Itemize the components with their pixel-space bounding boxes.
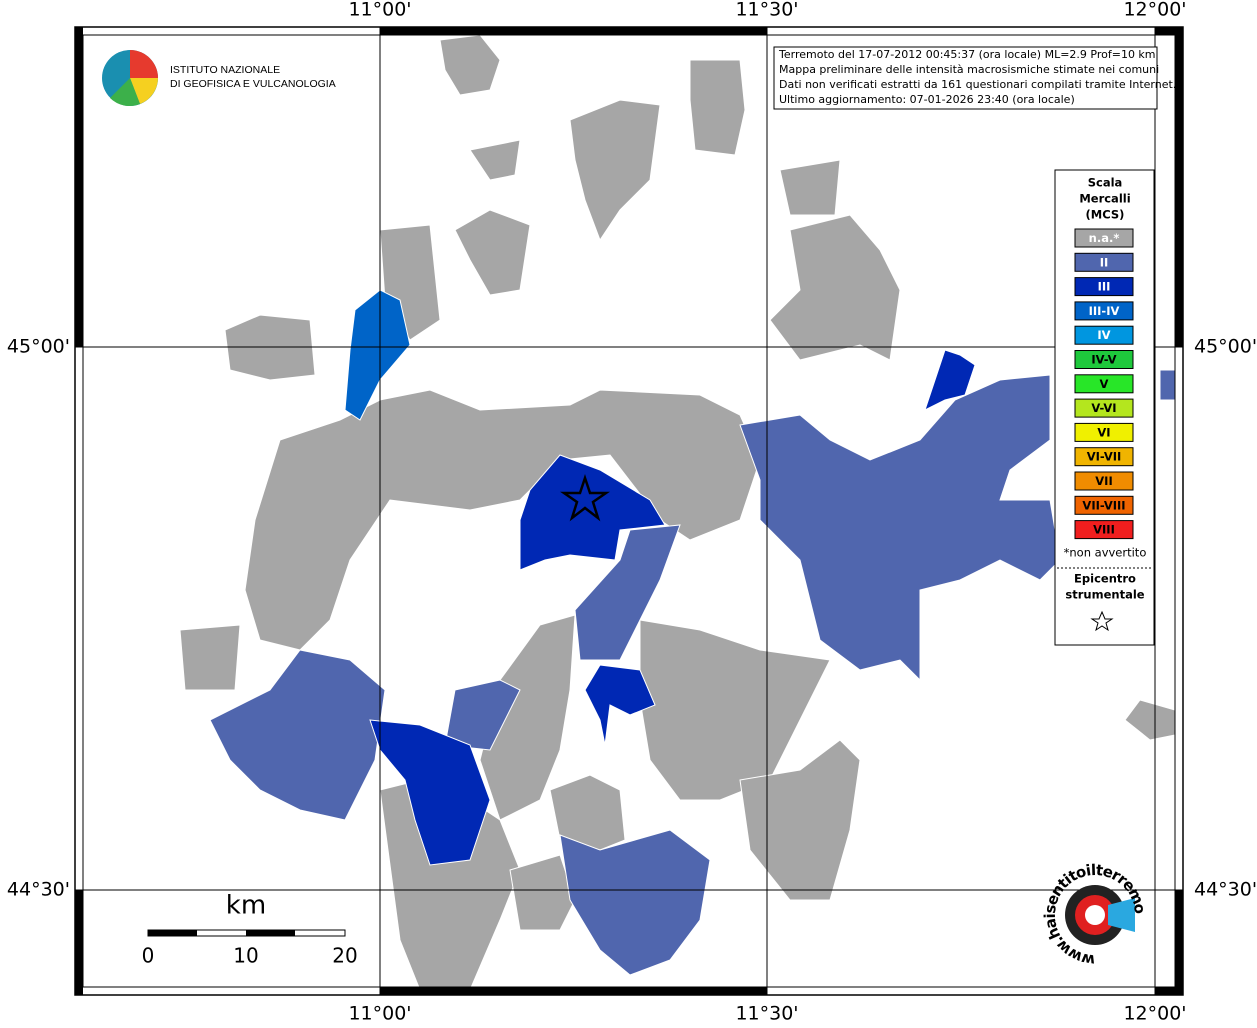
legend-label: VIII	[1093, 523, 1115, 537]
legend-title: Mercalli	[1079, 192, 1130, 206]
legend-swatch	[1074, 422, 1134, 442]
legend-swatch	[1074, 398, 1134, 418]
header: Terremoto del 17-07-2012 00:45:37 (ora l…	[773, 46, 1176, 110]
legend-swatch	[1074, 520, 1134, 540]
lat-label: 45°00'	[7, 336, 70, 358]
header-line: Dati non verificati estratti da 161 ques…	[779, 78, 1176, 91]
legend-label: VII	[1095, 474, 1112, 488]
municipality	[1159, 369, 1176, 401]
legend-title: (MCS)	[1086, 208, 1125, 222]
municipality	[689, 59, 746, 156]
legend-swatch	[1074, 350, 1134, 369]
legend-label: n.a.*	[1089, 231, 1120, 245]
legend-label: VI-VII	[1087, 450, 1122, 464]
municipality	[469, 139, 521, 181]
legend-label: V	[1100, 377, 1109, 391]
logo-text: DI GEOFISICA E VULCANOLOGIA	[170, 78, 336, 90]
legend-swatch	[1074, 252, 1134, 272]
lon-label: 12°00'	[1123, 1003, 1186, 1025]
municipality	[454, 209, 531, 296]
municipality	[779, 159, 841, 216]
header-line: Terremoto del 17-07-2012 00:45:37 (ora l…	[778, 48, 1156, 61]
lat-label: 45°00'	[1194, 336, 1257, 358]
municipality	[559, 829, 711, 976]
municipality	[209, 649, 386, 821]
header-line: Ultimo aggiornamento: 07-01-2026 23:40 (…	[779, 93, 1075, 106]
municipality	[509, 854, 576, 931]
lon-label: 11°00'	[348, 0, 411, 21]
logo: ISTITUTO NAZIONALE DI GEOFISICA E VULCAN…	[102, 50, 336, 107]
frame	[74, 26, 1184, 996]
municipality	[584, 664, 656, 746]
legend-swatch	[1074, 495, 1134, 515]
legend-epicenter: strumentale	[1065, 588, 1144, 602]
municipality	[549, 774, 626, 851]
legend-swatch	[1074, 471, 1134, 491]
legend-swatch	[1074, 447, 1134, 467]
legend-swatch	[1074, 301, 1134, 321]
legend-label: VI	[1097, 425, 1110, 439]
municipality	[569, 99, 661, 242]
lat-label: 44°30'	[1194, 879, 1257, 901]
scale-unit: km	[226, 891, 266, 921]
legend-epicenter: Epicentro	[1074, 572, 1136, 586]
graticule	[75, 27, 1183, 995]
municipality	[179, 624, 241, 691]
legend-label: VII-VIII	[1082, 498, 1125, 512]
legend-label: IV	[1097, 328, 1110, 342]
scale-tick: 10	[233, 944, 258, 968]
municipality	[739, 739, 861, 901]
legend-swatch	[1074, 228, 1134, 248]
legend-swatch	[1074, 325, 1134, 345]
municipality	[479, 614, 576, 821]
municipality	[369, 719, 491, 866]
municipality	[924, 349, 976, 411]
municipalities	[179, 34, 1176, 991]
legend-star	[1090, 610, 1114, 632]
scale-tick: 0	[142, 944, 155, 968]
lon-label: 11°30'	[735, 1003, 798, 1025]
legend-swatch	[1074, 374, 1134, 394]
legend-label: IV-V	[1091, 353, 1116, 367]
lon-label: 12°00'	[1123, 0, 1186, 21]
municipality	[769, 214, 901, 361]
header-line: Mappa preliminare delle intensità macros…	[779, 63, 1159, 76]
legend-swatch	[1074, 277, 1134, 297]
legend-label: III	[1098, 280, 1111, 294]
legend: Scala Mercalli (MCS) *non avvertito Epic…	[1054, 169, 1155, 646]
scale-tick: 20	[332, 944, 357, 968]
lat-label: 44°30'	[7, 879, 70, 901]
legend-label: III-IV	[1089, 304, 1120, 318]
lon-label: 11°30'	[735, 0, 798, 21]
legend-label: V-VI	[1091, 401, 1116, 415]
municipality	[574, 524, 681, 661]
legend-note: *non avvertito	[1064, 546, 1147, 560]
lon-label: 11°00'	[348, 1003, 411, 1025]
scale-bar: km 0 10 20	[142, 891, 358, 968]
logo-text: ISTITUTO NAZIONALE	[170, 64, 280, 76]
epicenter	[559, 474, 611, 522]
grid-labels: 11°00' 11°30' 12°00' 11°00' 11°30' 12°00…	[7, 0, 1257, 1025]
legend-label: II	[1100, 255, 1109, 269]
legend-title: Scala	[1088, 176, 1123, 190]
